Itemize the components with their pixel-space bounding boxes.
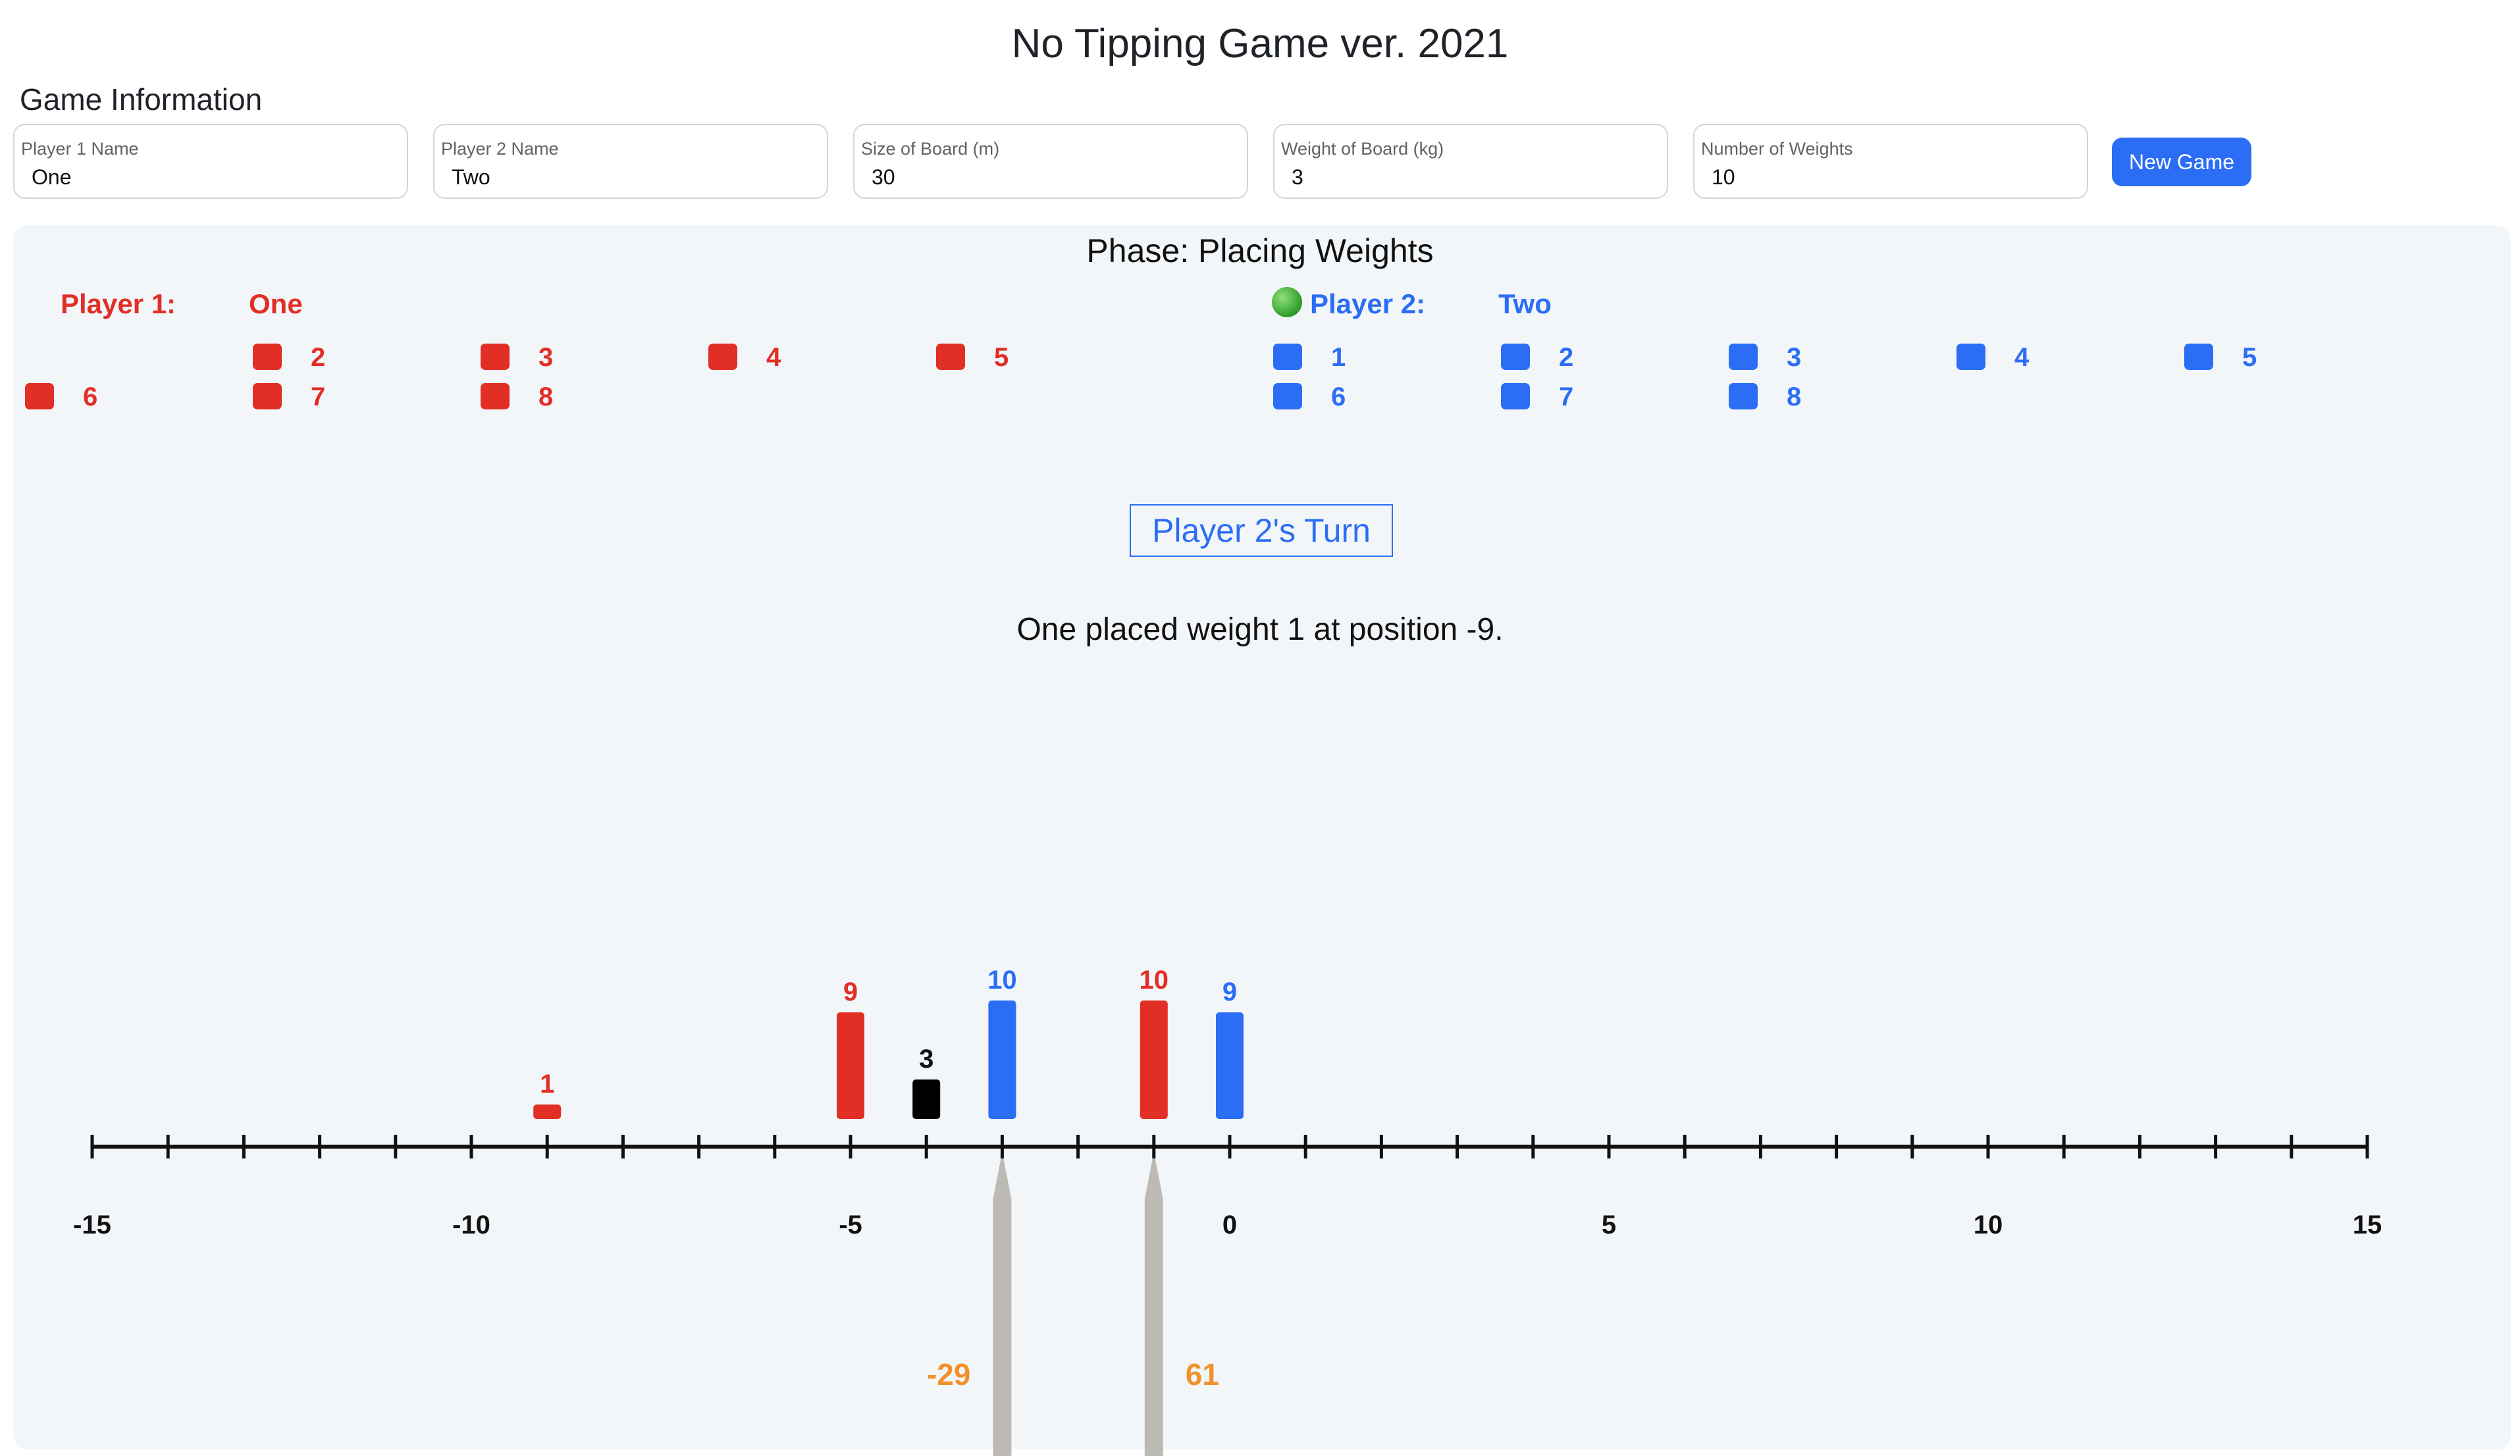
player2-name-input[interactable]: Two — [452, 165, 490, 189]
tick-label: 5 — [1602, 1210, 1616, 1239]
phase-text: Phase: Placing Weights — [1086, 232, 1434, 269]
p1-weight-8-label: 8 — [538, 382, 554, 411]
p2-weight-8-label: 8 — [1787, 382, 1802, 411]
p2-weight-2-label: 2 — [1559, 343, 1574, 372]
tick-label: 0 — [1222, 1210, 1237, 1239]
tick-label: -15 — [73, 1210, 111, 1239]
player1-name-input[interactable]: One — [32, 165, 72, 189]
placed-weight-label: 3 — [919, 1045, 933, 1074]
tick-labels: -15 -10 -5 0 5 10 15 — [73, 1210, 2382, 1239]
page-title: No Tipping Game ver. 2021 — [1011, 21, 1509, 66]
player2-name-field[interactable]: Player 2 Name Two — [433, 124, 828, 199]
tick-label: -5 — [839, 1210, 862, 1239]
p1-weight-3-label: 3 — [538, 343, 554, 372]
board-weight-label: Weight of Board (kg) — [1281, 139, 1444, 159]
player2-name: Two — [1498, 288, 1552, 319]
new-game-button[interactable]: New Game — [2112, 138, 2251, 186]
p2-weight-6-label: 6 — [1331, 382, 1346, 411]
p2-weight-7-label: 7 — [1559, 382, 1574, 411]
p2-weight-8-block[interactable] — [1729, 383, 1758, 409]
fulcrum-support — [993, 1152, 1012, 1456]
p1-weight-5-block[interactable] — [936, 344, 965, 370]
placed-weight — [837, 1012, 864, 1119]
p1-weight-3-block[interactable] — [481, 344, 510, 370]
p2-weight-5-label: 5 — [2242, 343, 2257, 372]
player1-name-field[interactable]: Player 1 Name One — [13, 124, 408, 199]
p1-weight-2-block[interactable] — [253, 344, 282, 370]
p2-weight-4-block[interactable] — [1956, 344, 1985, 370]
p2-weight-1-label: 1 — [1331, 343, 1346, 372]
placed-weight-label: 9 — [843, 977, 858, 1006]
board-size-field[interactable]: Size of Board (m) 30 — [853, 124, 1248, 199]
player1-name: One — [249, 288, 303, 319]
p1-weight-5-label: 5 — [994, 343, 1009, 372]
p2-weight-7-block[interactable] — [1501, 383, 1530, 409]
turn-indicator: Player 2's Turn — [1130, 504, 1393, 557]
p2-weight-5-block[interactable] — [2184, 344, 2213, 370]
player1-label: Player 1: — [61, 288, 176, 319]
tick-label: -10 — [452, 1210, 490, 1239]
game-information-heading: Game Information — [20, 82, 263, 117]
player1-name-label: Player 1 Name — [21, 139, 139, 159]
p2-weight-1-block[interactable] — [1273, 344, 1302, 370]
player2-name-label: Player 2 Name — [441, 139, 559, 159]
status-message: One placed weight 1 at position -9. — [1016, 612, 1504, 647]
game-panel — [13, 225, 2511, 1449]
p2-weight-3-block[interactable] — [1729, 344, 1758, 370]
fulcrum-support — [1144, 1152, 1163, 1456]
placed-weight-label: 10 — [987, 966, 1017, 995]
board-weight-input[interactable]: 3 — [1292, 165, 1303, 189]
tick-label: 10 — [1974, 1210, 2003, 1239]
p2-weight-4-label: 4 — [2014, 343, 2030, 372]
p1-weight-8-block[interactable] — [481, 383, 510, 409]
placed-weight — [988, 1001, 1016, 1119]
player2-label: Player 2: — [1310, 288, 1426, 319]
board-size-label: Size of Board (m) — [861, 139, 1000, 159]
board-size-input[interactable]: 30 — [872, 165, 895, 189]
p1-weight-7-label: 7 — [311, 382, 326, 411]
p1-weight-4-label: 4 — [766, 343, 781, 372]
placed-weights: 1 9 3 10 10 9 — [533, 966, 1244, 1119]
placed-weight — [912, 1079, 941, 1119]
torque-labels: -29 61 — [927, 1357, 1219, 1391]
placed-weight-label: 1 — [540, 1070, 554, 1099]
p1-weight-2-label: 2 — [311, 343, 326, 372]
board-weight-field[interactable]: Weight of Board (kg) 3 — [1273, 124, 1668, 199]
placed-weight — [1140, 1001, 1168, 1119]
p1-weight-6-block[interactable] — [25, 383, 54, 409]
p1-weight-7-block[interactable] — [253, 383, 282, 409]
torque-label: -29 — [927, 1357, 970, 1391]
p2-weight-2-block[interactable] — [1501, 344, 1530, 370]
p2-weight-3-label: 3 — [1787, 343, 1802, 372]
tick-marks — [90, 1135, 2369, 1158]
placed-weight-label: 9 — [1222, 977, 1237, 1006]
number-of-weights-input[interactable]: 10 — [1712, 165, 1735, 189]
p1-weight-6-label: 6 — [83, 382, 98, 411]
p1-weight-4-block[interactable] — [708, 344, 737, 370]
number-of-weights-field[interactable]: Number of Weights 10 — [1693, 124, 2088, 199]
placed-weight — [533, 1105, 562, 1119]
tick-label: 15 — [2353, 1210, 2382, 1239]
placed-weight — [1216, 1012, 1244, 1119]
p2-weight-6-block[interactable] — [1273, 383, 1302, 409]
placed-weight-label: 10 — [1140, 966, 1169, 995]
supports-layer — [993, 1152, 1163, 1456]
torque-label: 61 — [1186, 1357, 1219, 1391]
number-of-weights-label: Number of Weights — [1701, 139, 1853, 159]
green-dot-icon — [1272, 287, 1302, 317]
